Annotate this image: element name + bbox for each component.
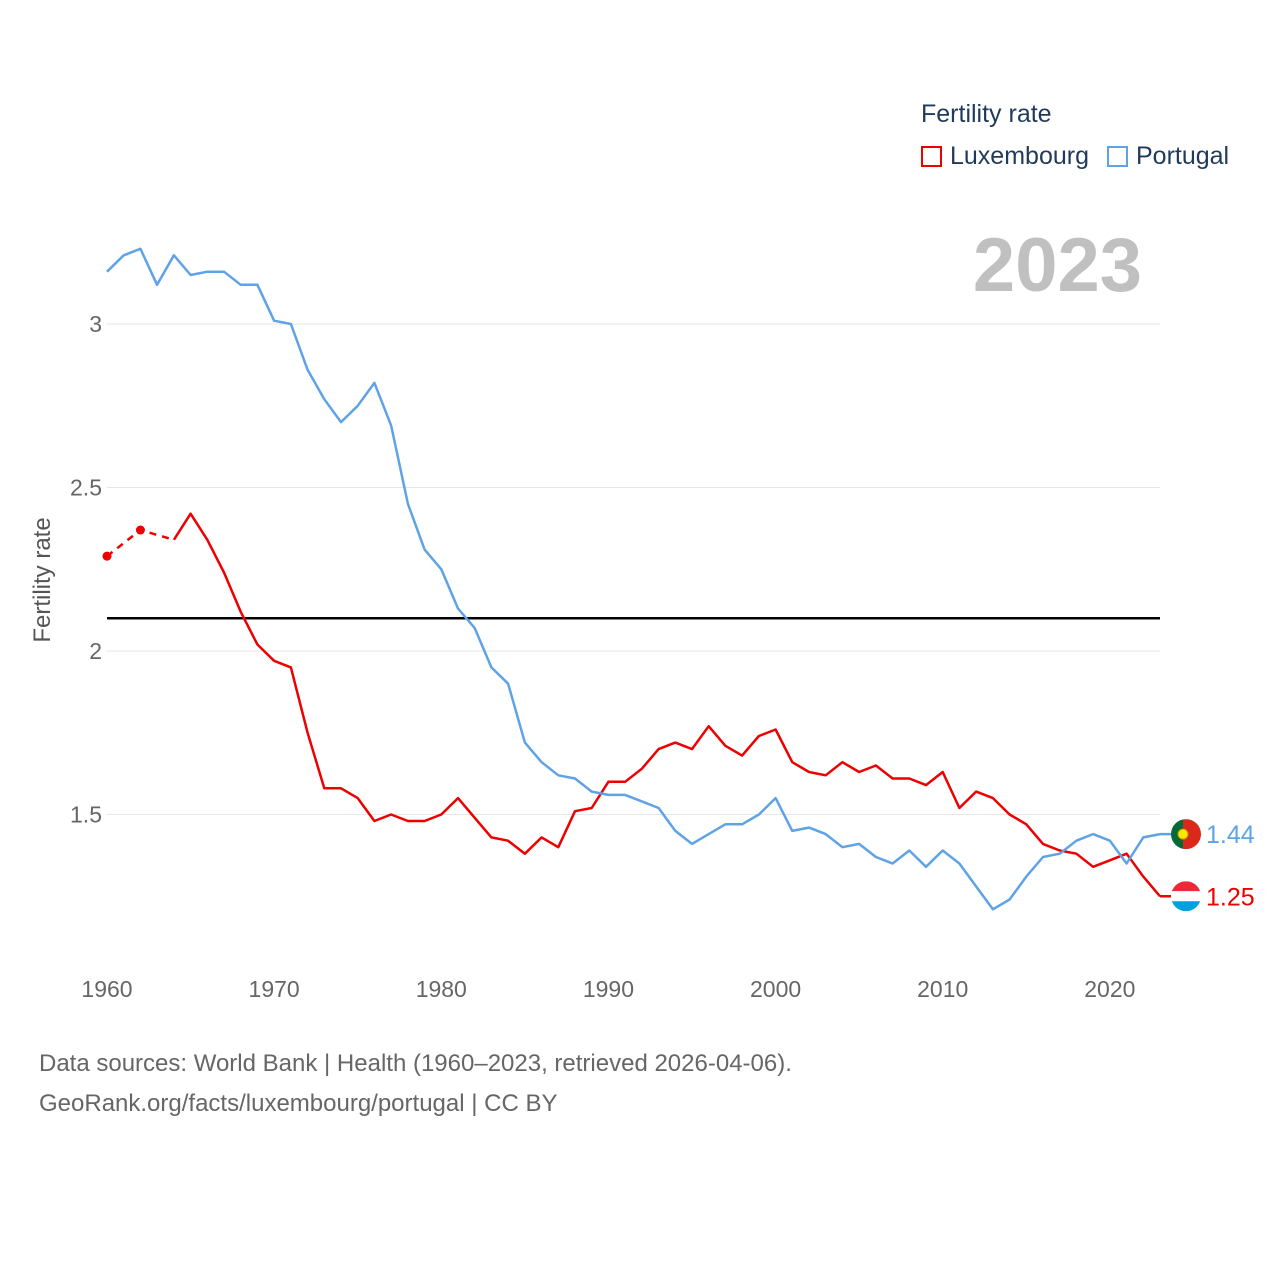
legend-item-portugal[interactable]: Portugal bbox=[1106, 142, 1230, 171]
end-value-portugal: 1.44 bbox=[1206, 821, 1255, 849]
y-tick-label: 1.5 bbox=[70, 802, 102, 828]
source-line-2[interactable]: GeoRank.org/facts/luxembourg/portugal | … bbox=[39, 1090, 558, 1117]
x-tick-label: 2020 bbox=[1084, 976, 1135, 1002]
series-line-luxembourg[interactable] bbox=[172, 512, 1161, 898]
legend-label-portugal: Portugal bbox=[1135, 142, 1230, 170]
series-line-portugal[interactable] bbox=[106, 247, 1161, 911]
source-line-1: Data sources: World Bank | Health (1960–… bbox=[39, 1050, 792, 1077]
legend-swatch-portugal bbox=[1106, 146, 1128, 167]
grid-lines bbox=[107, 323, 1160, 815]
data-point-luxembourg[interactable] bbox=[102, 551, 112, 561]
data-point-luxembourg[interactable] bbox=[135, 525, 145, 535]
legend-label-luxembourg: Luxembourg bbox=[950, 142, 1089, 170]
x-tick-label: 2010 bbox=[917, 976, 968, 1002]
y-axis-label: Fertility rate bbox=[29, 517, 56, 642]
end-labels: 1.25 1.44 bbox=[1160, 819, 1255, 912]
x-tick-label: 1960 bbox=[81, 976, 132, 1002]
x-tick-label: 2000 bbox=[750, 976, 801, 1002]
flag-portugal-icon bbox=[1171, 819, 1201, 850]
x-axis-ticks: 1960 1970 1980 1990 2000 2010 2020 bbox=[81, 976, 1135, 1002]
y-tick-label: 2 bbox=[89, 638, 102, 664]
series-lines bbox=[102, 247, 1161, 911]
source-note: Data sources: World Bank | Health (1960–… bbox=[39, 1044, 792, 1124]
x-tick-label: 1970 bbox=[249, 976, 300, 1002]
y-tick-label: 2.5 bbox=[70, 475, 102, 501]
end-value-luxembourg: 1.25 bbox=[1206, 883, 1255, 911]
x-tick-label: 1990 bbox=[583, 976, 634, 1002]
legend-swatch-luxembourg bbox=[921, 146, 942, 167]
legend-title: Fertility rate bbox=[921, 100, 1052, 128]
flag-luxembourg-icon bbox=[1171, 881, 1201, 912]
y-axis-ticks: 1.5 2 2.5 3 bbox=[70, 311, 102, 828]
x-tick-label: 1980 bbox=[416, 976, 467, 1002]
legend-item-luxembourg[interactable]: Luxembourg bbox=[921, 142, 1089, 171]
y-tick-label: 3 bbox=[89, 311, 102, 337]
legend: Luxembourg Portugal bbox=[921, 142, 1229, 171]
year-label: 2023 bbox=[972, 223, 1142, 308]
